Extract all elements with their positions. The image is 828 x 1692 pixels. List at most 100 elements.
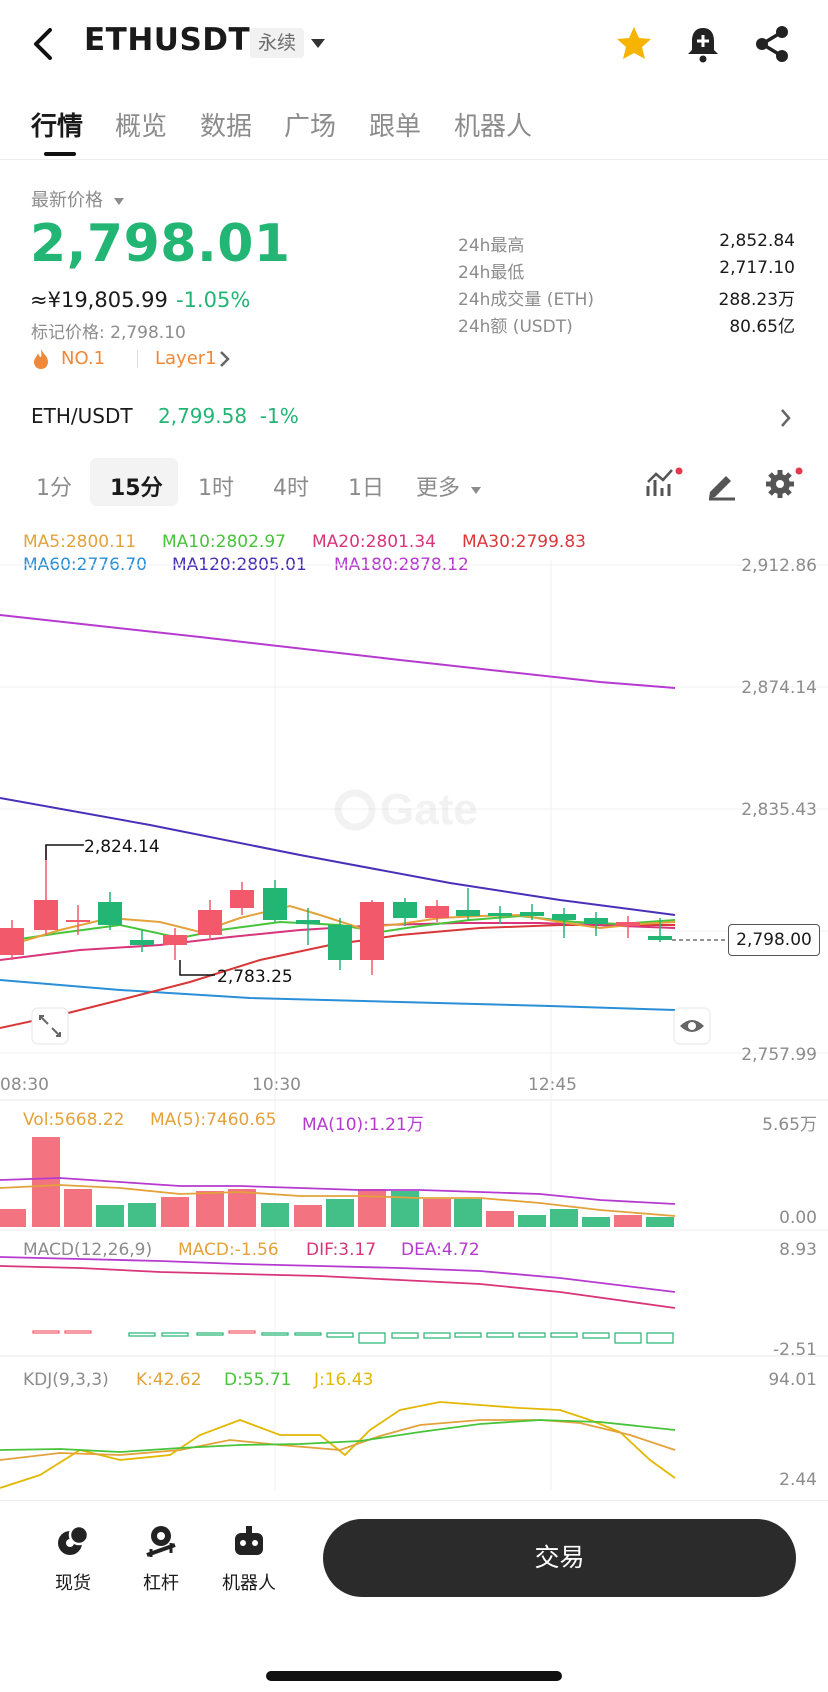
time-axis-label: 08:30: [0, 1075, 49, 1095]
kdj-params-legend: KDJ(9,3,3): [23, 1370, 109, 1390]
candle-body: [130, 940, 154, 945]
dif-line: [0, 1265, 676, 1309]
ma180-line: [0, 614, 676, 689]
spot-pair-row[interactable]: ETH/USDT 2,799.58 -1%: [0, 400, 828, 436]
volume-bars: [0, 1137, 674, 1227]
macd-bar: [550, 1332, 578, 1338]
vol-ma10-line: [0, 1177, 676, 1205]
nav-spot-label: 现货: [55, 1573, 91, 1594]
macd-bar: [646, 1332, 674, 1344]
header: ETHUSDT 永续: [0, 0, 828, 90]
candle-body: [616, 922, 640, 926]
tab-square[interactable]: 广场: [284, 112, 337, 142]
latest-price-label[interactable]: 最新价格: [31, 186, 125, 212]
macd-bar: [391, 1332, 419, 1339]
volume-bar: [32, 1137, 60, 1227]
sector-tag: Layer1: [155, 348, 217, 369]
volume-bar: [96, 1205, 124, 1227]
current-price-tag: 2,798.00: [728, 924, 820, 956]
volume-bar: [161, 1197, 189, 1227]
caret-down-icon: [113, 198, 124, 205]
dea-legend: DEA:4.72: [401, 1240, 480, 1260]
margin-icon: [143, 1523, 179, 1559]
nav-margin-label: 杠杆: [143, 1573, 179, 1594]
macd-bar: [196, 1332, 224, 1336]
trade-button[interactable]: 交易: [323, 1519, 796, 1597]
macd-bar: [228, 1330, 256, 1334]
stat-low-label: 24h最低: [458, 263, 525, 283]
kdj-j-legend: J:16.43: [314, 1370, 374, 1390]
interval-15m[interactable]: 15分: [110, 476, 163, 501]
tab-overview[interactable]: 概览: [115, 112, 168, 142]
indicator-icon[interactable]: [644, 466, 684, 502]
macd-bar: [358, 1332, 386, 1344]
star-icon[interactable]: [612, 22, 656, 66]
nav-robot[interactable]: 机器人: [209, 1523, 289, 1595]
spot-pair-price: 2,799.58 -1%: [158, 404, 299, 428]
ma60-line: [0, 979, 676, 1011]
macd-bar: [326, 1332, 354, 1338]
volume-bar: [518, 1215, 546, 1227]
volume-bar: [326, 1199, 354, 1227]
tab-copy-trading[interactable]: 跟单: [369, 112, 422, 142]
chart-grid: [0, 560, 828, 1490]
chevron-down-icon[interactable]: [310, 35, 326, 54]
gear-icon[interactable]: [764, 466, 804, 502]
macd-bar: [518, 1332, 546, 1338]
price-axis-label: 2,874.14: [741, 678, 817, 698]
ma30-line: [0, 924, 675, 1029]
draw-tool-icon[interactable]: [704, 466, 740, 502]
vol-axis-top: 5.65万: [762, 1115, 817, 1135]
dea-line: [0, 1256, 676, 1293]
spot-pair-change: -1%: [259, 404, 299, 428]
interval-more-label: 更多: [416, 476, 461, 501]
interval-1d[interactable]: 1日: [348, 476, 384, 501]
tab-bots[interactable]: 机器人: [454, 112, 533, 142]
volume-bar: [454, 1199, 482, 1227]
fullscreen-icon[interactable]: [31, 1007, 69, 1045]
macd-bar: [161, 1332, 189, 1337]
volume-bar: [228, 1189, 256, 1227]
candle-body: [648, 936, 672, 940]
interval-4h[interactable]: 4时: [273, 476, 309, 501]
stat-turnover-value: 80.65亿: [729, 317, 795, 337]
candle-body: [198, 910, 222, 935]
bell-plus-icon[interactable]: [681, 22, 725, 66]
price-axis-label: 2,835.43: [741, 800, 817, 820]
symbol-title[interactable]: ETHUSDT: [84, 22, 251, 58]
stat-volume-value: 288.23万: [718, 290, 795, 310]
kdj-k-line: [0, 1419, 676, 1461]
ma20-line: [0, 922, 676, 961]
ma5-legend: MA5:2800.11: [23, 532, 137, 552]
candle-body: [360, 902, 384, 960]
price-axis-label: 2,757.99: [741, 1045, 817, 1065]
tab-market[interactable]: 行情: [31, 112, 84, 142]
nav-margin[interactable]: 杠杆: [121, 1523, 201, 1595]
volume-bar: [0, 1209, 26, 1227]
kdj-axis-bottom: 2.44: [779, 1470, 817, 1490]
volume-bar: [64, 1189, 92, 1227]
tab-data[interactable]: 数据: [200, 112, 253, 142]
volume-bar: [646, 1217, 674, 1227]
caret-down-icon: [471, 487, 482, 494]
eye-icon[interactable]: [673, 1007, 711, 1045]
candle-body: [456, 910, 480, 916]
candle-body: [296, 920, 320, 924]
interval-1m[interactable]: 1分: [36, 476, 72, 501]
macd-params-legend: MACD(12,26,9): [23, 1240, 153, 1260]
interval-more[interactable]: 更多: [416, 470, 482, 502]
watermark-logo: Gate: [334, 785, 478, 834]
bottom-action-bar: 现货 杠杆 机器人 交易: [0, 1500, 828, 1692]
candle-body: [230, 890, 254, 908]
back-icon[interactable]: [26, 22, 62, 66]
interval-1h[interactable]: 1时: [198, 476, 234, 501]
ma120-line: [0, 797, 676, 916]
kline-chart[interactable]: Gate 2,824.14 2,783.25: [0, 520, 828, 1500]
share-icon[interactable]: [750, 22, 794, 66]
nav-spot[interactable]: 现货: [33, 1523, 113, 1595]
macd-bar: [261, 1332, 289, 1336]
stat-high-value: 2,852.84: [719, 231, 795, 251]
stat-high-label: 24h最高: [458, 236, 525, 256]
market-tabs: 行情 概览 数据 广场 跟单 机器人: [0, 100, 828, 160]
macd-bar: [64, 1330, 92, 1334]
